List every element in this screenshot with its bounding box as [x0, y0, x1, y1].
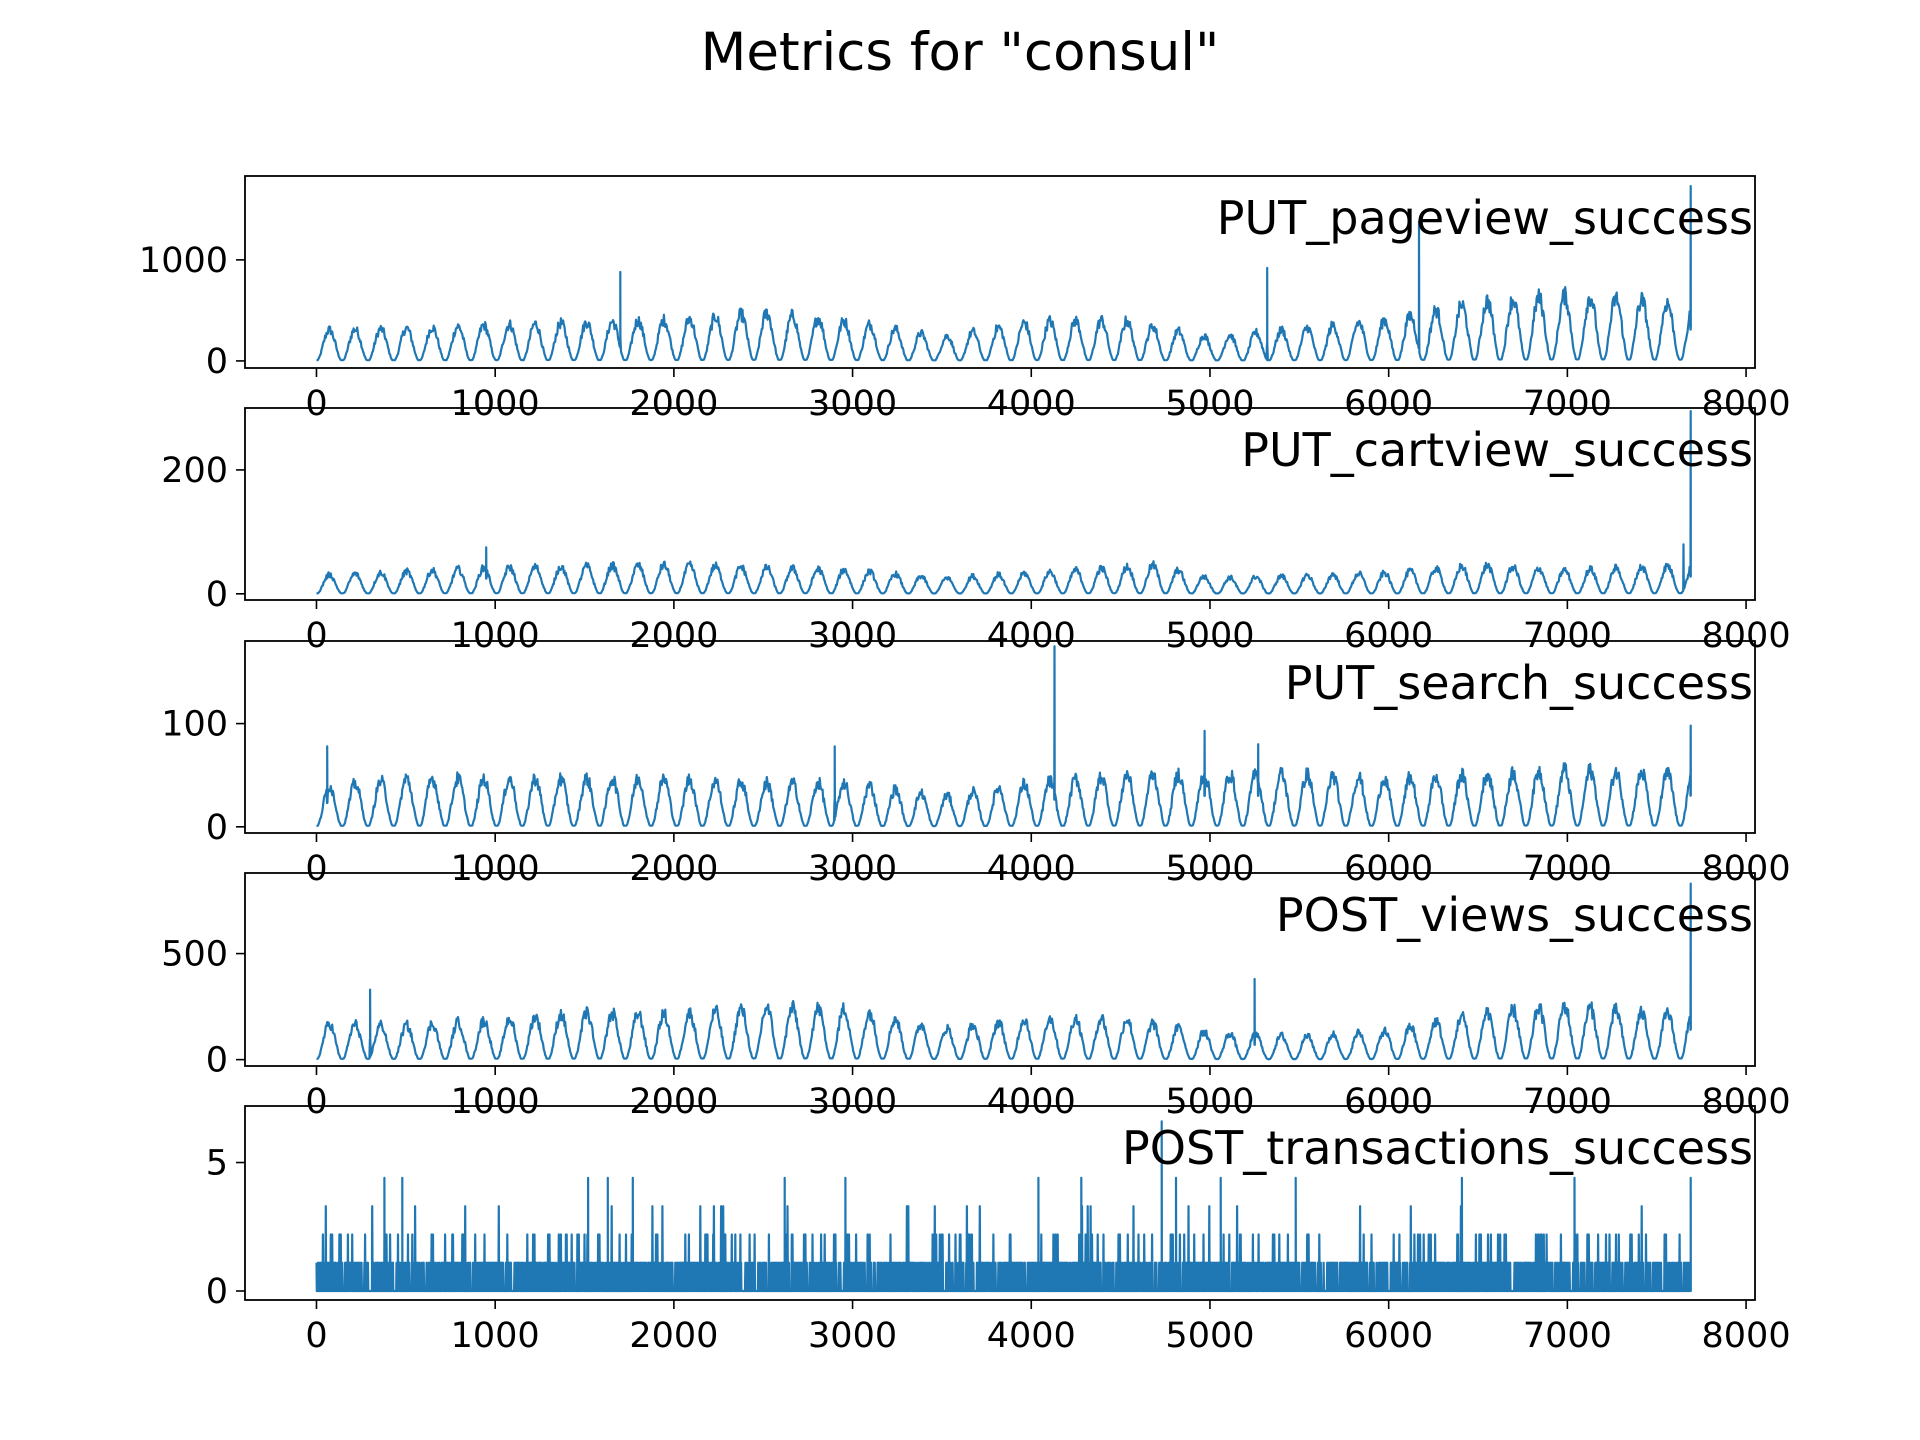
x-tick-label: 6000 — [1344, 616, 1433, 656]
figure-title: Metrics for "consul" — [700, 22, 1220, 83]
x-tick-label: 8000 — [1702, 849, 1791, 889]
x-tick-label: 1000 — [451, 849, 540, 889]
x-tick-label: 3000 — [808, 1082, 897, 1122]
series-line-PUT_search_success — [316, 645, 1692, 828]
x-tick-label: 1000 — [451, 1316, 540, 1356]
x-tick-label: 0 — [305, 384, 327, 424]
x-tick-label: 1000 — [451, 616, 540, 656]
axes-frame — [244, 640, 1756, 834]
subplot-label: POST_transactions_success — [1122, 1121, 1753, 1175]
x-tick-label: 4000 — [987, 1082, 1076, 1122]
x-tick-label: 4000 — [987, 1316, 1076, 1356]
x-tick-label: 7000 — [1523, 384, 1612, 424]
x-tick-label: 5000 — [1165, 616, 1254, 656]
x-tick-label: 1000 — [451, 384, 540, 424]
subplot-label: PUT_cartview_success — [1241, 423, 1753, 477]
x-tick-label: 0 — [305, 1082, 327, 1122]
x-tick-label: 5000 — [1165, 384, 1254, 424]
x-tick-label: 7000 — [1523, 616, 1612, 656]
x-tick-label: 5000 — [1165, 1082, 1254, 1122]
y-tick-label: 5 — [206, 1144, 228, 1184]
x-tick-label: 2000 — [629, 1082, 718, 1122]
axes-frame — [244, 1105, 1756, 1301]
x-tick-label: 0 — [305, 849, 327, 889]
y-tick-label: 0 — [206, 1272, 228, 1312]
subplot-label: PUT_search_success — [1285, 656, 1753, 710]
y-tick-label: 0 — [206, 808, 228, 848]
x-tick-label: 1000 — [451, 1082, 540, 1122]
axes-frame — [244, 175, 1756, 369]
x-tick-label: 3000 — [808, 1316, 897, 1356]
y-tick-label: 0 — [206, 342, 228, 382]
x-tick-label: 0 — [305, 616, 327, 656]
y-tick-label: 0 — [206, 1041, 228, 1081]
x-tick-label: 2000 — [629, 384, 718, 424]
subplot-label: PUT_pageview_success — [1217, 191, 1753, 245]
x-tick-label: 4000 — [987, 849, 1076, 889]
x-tick-label: 2000 — [629, 1316, 718, 1356]
series-line-PUT_cartview_success — [316, 410, 1692, 595]
x-tick-label: 3000 — [808, 616, 897, 656]
x-tick-label: 5000 — [1165, 849, 1254, 889]
x-tick-label: 7000 — [1523, 849, 1612, 889]
x-tick-label: 6000 — [1344, 849, 1433, 889]
y-tick-label: 1000 — [139, 241, 228, 281]
x-tick-label: 2000 — [629, 849, 718, 889]
x-tick-label: 2000 — [629, 616, 718, 656]
x-tick-label: 3000 — [808, 849, 897, 889]
x-tick-label: 8000 — [1702, 1316, 1791, 1356]
axes-frame — [244, 407, 1756, 601]
x-tick-label: 8000 — [1702, 616, 1791, 656]
y-tick-label: 100 — [161, 705, 228, 745]
x-tick-label: 6000 — [1344, 1316, 1433, 1356]
series-line-POST_transactions_success — [315, 1120, 1692, 1293]
x-tick-label: 4000 — [987, 384, 1076, 424]
series-line-POST_views_success — [316, 882, 1692, 1061]
subplot-label: POST_views_success — [1276, 888, 1753, 942]
x-tick-label: 4000 — [987, 616, 1076, 656]
series-line-PUT_pageview_success — [316, 185, 1692, 362]
x-tick-label: 5000 — [1165, 1316, 1254, 1356]
y-tick-label: 0 — [206, 575, 228, 615]
x-tick-label: 7000 — [1523, 1082, 1612, 1122]
y-tick-label: 200 — [161, 451, 228, 491]
axes-frame — [244, 872, 1756, 1067]
x-tick-label: 8000 — [1702, 1082, 1791, 1122]
subplot-2: 0 1000 2000 3000 4000 5000 6000 7000 8000 0 200 PUT… — [161, 407, 1791, 656]
y-tick-label: 500 — [161, 935, 228, 975]
x-tick-label: 0 — [305, 1316, 327, 1356]
subplot-1: 0 1000 2000 3000 4000 5000 6000 7000 8000 0 1000 PU… — [139, 175, 1791, 424]
x-tick-label: 3000 — [808, 384, 897, 424]
x-tick-label: 6000 — [1344, 1082, 1433, 1122]
subplot-4: 0 1000 2000 3000 4000 5000 6000 7000 8000 0 500 POS… — [161, 872, 1791, 1122]
x-tick-label: 8000 — [1702, 384, 1791, 424]
subplot-5: 0 1000 2000 3000 4000 5000 6000 7000 8000 0 5 POST_… — [206, 1105, 1791, 1356]
subplot-3: 0 1000 2000 3000 4000 5000 6000 7000 8000 0 100 PUT… — [161, 640, 1791, 889]
x-tick-label: 7000 — [1523, 1316, 1612, 1356]
x-tick-label: 6000 — [1344, 384, 1433, 424]
